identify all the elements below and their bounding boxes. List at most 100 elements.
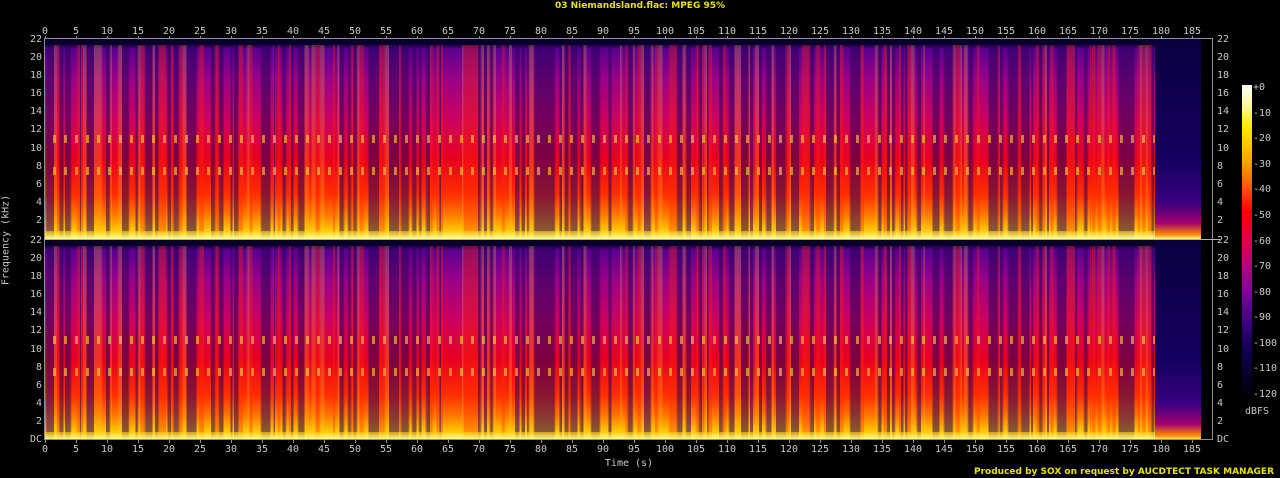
x-tick-mark <box>169 36 170 39</box>
x-tick-mark <box>138 36 139 39</box>
x-tick-mark <box>262 36 263 39</box>
x-tick-label: 5 <box>72 26 80 37</box>
x-tick-mark <box>603 440 604 443</box>
x-tick-mark <box>572 36 573 39</box>
x-tick-mark <box>913 36 914 39</box>
colorbar-tick-label: -110 <box>1253 363 1278 375</box>
y-tick-label: 6 <box>35 178 42 190</box>
y-tick-label: 4 <box>35 196 42 208</box>
x-tick-label: 80 <box>534 444 548 455</box>
x-tick-mark <box>665 440 666 443</box>
x-tick-mark <box>944 36 945 39</box>
x-tick-mark <box>944 440 945 443</box>
y-tick-label: 10 <box>29 343 42 355</box>
x-tick-mark <box>417 36 418 39</box>
x-tick-mark <box>386 440 387 443</box>
y-tick-label: 16 <box>29 88 42 100</box>
x-tick-label: 145 <box>934 444 954 455</box>
channel-divider <box>44 239 1220 240</box>
y-axis-label: Frequency (kHz) <box>0 194 12 286</box>
x-tick-mark <box>851 440 852 443</box>
x-tick-label: 40 <box>286 444 300 455</box>
colorbar-tick-label: -20 <box>1253 133 1272 145</box>
y-tick-label: 14 <box>29 106 42 118</box>
x-tick-mark <box>417 440 418 443</box>
y-tick-label: 6 <box>1217 379 1224 391</box>
x-tick-label: 110 <box>717 26 737 37</box>
y-tick-label: 10 <box>29 142 42 154</box>
footer-credit: Produced by SOX on request by AUCDTECT T… <box>974 467 1274 477</box>
x-tick-mark <box>1099 36 1100 39</box>
colorbar-tick-label: -120 <box>1253 389 1278 400</box>
y-tick-label: 16 <box>29 289 42 301</box>
x-tick-mark <box>293 440 294 443</box>
x-tick-label: 125 <box>810 444 830 455</box>
y-tick-label: 20 <box>1217 253 1230 265</box>
y-tick-label: 12 <box>29 124 42 136</box>
x-tick-label: 175 <box>1120 26 1140 37</box>
x-tick-mark <box>1161 36 1162 39</box>
x-tick-mark <box>386 36 387 39</box>
colorbar-tick-label: -100 <box>1253 337 1278 349</box>
x-tick-label: 10 <box>100 444 114 455</box>
x-tick-mark <box>1099 440 1100 443</box>
x-tick-mark <box>696 36 697 39</box>
harmonic-band <box>45 367 1155 376</box>
x-tick-mark <box>107 36 108 39</box>
x-tick-label: 120 <box>779 26 799 37</box>
x-tick-label: 185 <box>1182 26 1202 37</box>
x-tick-mark <box>1068 440 1069 443</box>
x-tick-label: 90 <box>596 444 610 455</box>
x-tick-label: 115 <box>748 26 768 37</box>
x-tick-label: 30 <box>224 26 238 37</box>
y-tick-label: 20 <box>29 52 42 64</box>
fade-out-tail <box>1154 39 1202 239</box>
y-tick-label: 4 <box>1217 397 1224 409</box>
x-tick-label: 180 <box>1151 444 1171 455</box>
x-tick-label: 50 <box>348 26 362 37</box>
x-tick-label: 175 <box>1120 444 1140 455</box>
colorbar-tick-label: -50 <box>1253 209 1272 221</box>
y-tick-label: 6 <box>35 379 42 391</box>
y-tick-label: 18 <box>29 271 42 283</box>
x-tick-mark <box>138 440 139 443</box>
y-tick-label: 14 <box>1217 307 1230 319</box>
x-tick-label: 15 <box>131 444 145 455</box>
y-tick-label: 10 <box>1217 142 1230 154</box>
x-tick-mark <box>851 36 852 39</box>
x-tick-label: 50 <box>348 444 362 455</box>
x-tick-label: 45 <box>317 444 331 455</box>
x-tick-label: 35 <box>255 26 269 37</box>
x-tick-label: 80 <box>534 26 548 37</box>
x-tick-label: 135 <box>872 444 892 455</box>
x-tick-label: 160 <box>1027 26 1047 37</box>
y-tick-label: 16 <box>1217 88 1230 100</box>
x-tick-mark <box>510 36 511 39</box>
colorbar-tick-label: +0 <box>1253 82 1266 93</box>
x-tick-mark <box>107 440 108 443</box>
x-tick-mark <box>355 440 356 443</box>
y-tick-label: 2 <box>35 214 42 226</box>
x-tick-mark <box>913 440 914 443</box>
x-tick-mark <box>572 440 573 443</box>
x-tick-mark <box>634 36 635 39</box>
harmonic-band <box>45 336 1155 344</box>
y-tick-label: 12 <box>1217 124 1230 136</box>
x-tick-label: 60 <box>410 26 424 37</box>
x-tick-label: 130 <box>841 26 861 37</box>
x-tick-label: 145 <box>934 26 954 37</box>
x-tick-label: 55 <box>379 26 393 37</box>
x-tick-mark <box>169 440 170 443</box>
y-tick-label: 20 <box>29 253 42 265</box>
x-tick-label: 70 <box>472 26 486 37</box>
x-tick-mark <box>1130 440 1131 443</box>
y-tick-label: 2 <box>35 415 42 427</box>
fade-out-tail <box>1154 240 1202 440</box>
y-tick-label: 22 <box>29 235 42 246</box>
x-tick-mark <box>634 440 635 443</box>
x-tick-label: 20 <box>162 26 176 37</box>
x-tick-mark <box>1192 440 1193 443</box>
colorbar-tick-label: -60 <box>1253 235 1272 247</box>
x-tick-label: 140 <box>903 444 923 455</box>
x-tick-mark <box>45 440 46 443</box>
